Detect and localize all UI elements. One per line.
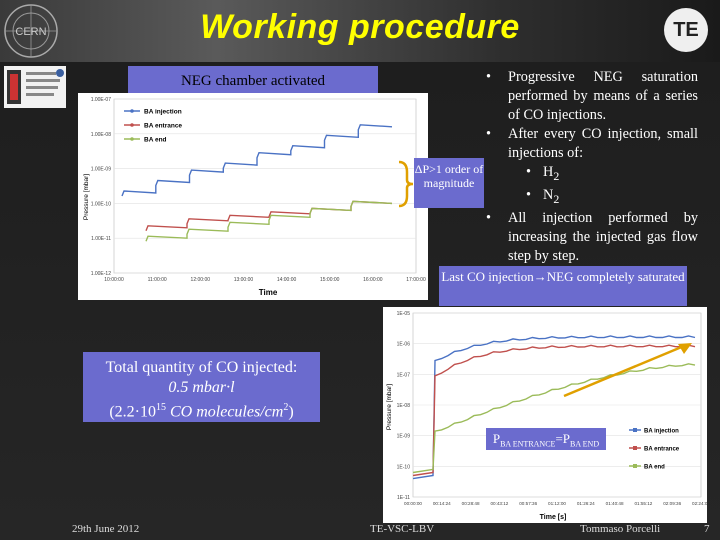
bullet-item: All injection performed by increasing th… — [478, 209, 698, 266]
footer-department: TE-VSC-LBV — [370, 523, 435, 535]
chart2-x-tick-label: 00:57:36 — [519, 501, 537, 506]
chart2-x-tick-label: 02:09:36 — [663, 501, 681, 506]
chart2-x-tick-label: 01:40:48 — [606, 501, 624, 506]
delta-p-label: ΔP>1 order of magnitude — [414, 158, 484, 208]
bullet-list: Progressive NEG saturation performed by … — [478, 68, 698, 266]
institute-logo — [4, 66, 66, 108]
chart1-x-tick-label: 16:00:00 — [363, 277, 383, 283]
chart2-x-tick-label: 00:43:12 — [490, 501, 508, 506]
chart1-legend-marker — [130, 109, 134, 113]
chart1-y-tick-label: 1.00E-12 — [91, 271, 112, 277]
chart1-x-tick-label: 14:00:00 — [277, 277, 297, 283]
chart2-series-line — [412, 344, 696, 477]
bullet-item: After every CO injection, small injectio… — [478, 125, 698, 209]
chart1-y-tick-label: 1.00E-10 — [91, 201, 112, 207]
pressure-chart-saturation: 1E-05 1E-06 1E-07 1E-08 1E-09 1E-10 1E-11 00:0… — [383, 307, 707, 523]
chart1-plot-area — [113, 98, 417, 274]
chart1-y-axis-label: Pressure [mbar] — [83, 174, 90, 220]
saturation-arrow — [563, 343, 692, 398]
footer-date: 29th June 2012 — [72, 523, 140, 535]
sub-bullet-item: N2 — [508, 186, 698, 209]
chart1-x-tick-label: 12:00:00 — [191, 277, 211, 283]
chart2-legend-marker — [633, 446, 637, 450]
total-co-injected-box: Total quantity of CO injected: 0.5 mbar·… — [83, 352, 320, 422]
chart2-y-tick-label: 1E-08 — [397, 403, 411, 409]
chart2-y-tick-label: 1E-06 — [397, 342, 411, 348]
chart1-x-tick-label: 15:00:00 — [320, 277, 340, 283]
chart1-legend-label: BA injection — [144, 109, 182, 116]
total-line2: 0.5 mbar·l — [168, 379, 235, 396]
te-logo: TE — [664, 8, 708, 52]
chart1-legend-label: BA end — [144, 137, 167, 144]
total-line1: Total quantity of CO injected: — [105, 359, 298, 376]
footer-author: Tommaso Porcelli — [580, 523, 661, 535]
chart2-x-tick-label: 01:26:24 — [577, 501, 595, 506]
chart1-x-tick-label: 10:00:00 — [104, 277, 124, 283]
last-co-injection-label: Last CO injection→NEG completely saturat… — [439, 266, 687, 306]
neg-activated-label: NEG chamber activated — [128, 66, 378, 96]
chart2-x-axis-label: Time [s] — [540, 514, 567, 521]
pressure-equality-label: PBA ENTRANCE=PBA END — [486, 428, 606, 450]
chart1-x-tick-label: 13:00:00 — [234, 277, 254, 283]
chart2-x-tick-label: 00:14:24 — [433, 501, 451, 506]
chart2-x-tick-label: 00:28:48 — [462, 501, 480, 506]
chart1-legend-label: BA entrance — [144, 123, 182, 130]
chart2-legend-label: BA injection — [644, 429, 679, 435]
chart2-series-line — [412, 335, 696, 480]
header-bar — [0, 0, 720, 62]
chart1-y-tick-label: 1.00E-09 — [91, 167, 112, 173]
chart2-series-line — [412, 363, 696, 474]
footer-page-number: 7 — [704, 523, 710, 535]
chart2-y-axis-label: Pressure [mbar] — [386, 384, 393, 430]
chart1-series-line — [145, 200, 393, 242]
sub-bullet-item: H2 — [508, 163, 698, 186]
sub-bullet-list: H2 N2 — [508, 163, 698, 209]
delta-p-bracket — [398, 160, 414, 208]
chart2-x-tick-label: 02:24:00 — [692, 501, 707, 506]
chart1-legend-marker — [130, 123, 134, 127]
chart1-x-axis-label: Time — [259, 288, 278, 297]
chart2-x-tick-label: 00:00:00 — [404, 501, 422, 506]
chart1-y-tick-label: 1.00E-08 — [91, 132, 112, 138]
chart1-legend-marker — [130, 137, 134, 141]
chart1-x-tick-label: 17:00:00 — [406, 277, 426, 283]
chart2-y-tick-label: 1E-09 — [397, 434, 411, 440]
slide-title: Working procedure — [200, 8, 520, 46]
chart2-x-tick-label: 01:55:12 — [634, 501, 652, 506]
chart2-y-tick-label: 1E-05 — [397, 311, 411, 317]
chart2-y-tick-label: 1E-11 — [397, 495, 410, 501]
chart1-y-tick-label: 1.00E-07 — [91, 97, 112, 103]
cern-logo: CERN — [4, 4, 58, 58]
cern-logo-text: CERN — [15, 26, 46, 38]
pressure-chart-activation: 1.00E-07 1.00E-08 1.00E-09 1.00E-10 1.00E-11… — [78, 93, 428, 300]
chart2-y-tick-label: 1E-07 — [397, 372, 411, 378]
chart2-y-tick-label: 1E-10 — [397, 464, 411, 470]
total-line3: (2.2·1015 CO molecules/cm2) — [109, 402, 294, 421]
chart2-legend-marker — [633, 464, 637, 468]
bullet-item: Progressive NEG saturation performed by … — [478, 68, 698, 125]
chart1-series-line — [121, 124, 393, 197]
chart2-legend-marker — [633, 428, 637, 432]
chart2-legend-label: BA entrance — [644, 447, 680, 453]
chart1-x-tick-label: 11:00:00 — [148, 277, 167, 283]
chart2-legend-label: BA end — [644, 465, 665, 471]
chart2-x-tick-label: 01:12:00 — [548, 501, 566, 506]
chart1-y-tick-label: 1.00E-11 — [91, 236, 111, 242]
